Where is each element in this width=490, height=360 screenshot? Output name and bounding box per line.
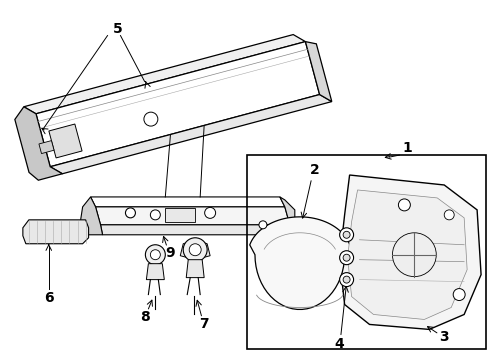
Polygon shape: [91, 197, 285, 207]
Circle shape: [205, 207, 216, 219]
Polygon shape: [147, 264, 164, 280]
Polygon shape: [180, 240, 210, 260]
Circle shape: [340, 273, 354, 287]
Circle shape: [343, 254, 350, 261]
Polygon shape: [23, 220, 89, 244]
Circle shape: [343, 276, 350, 283]
Text: 7: 7: [199, 318, 209, 332]
Text: 1: 1: [402, 141, 412, 155]
Circle shape: [340, 251, 354, 265]
Polygon shape: [81, 197, 102, 235]
Polygon shape: [96, 207, 290, 225]
Circle shape: [183, 238, 207, 262]
Circle shape: [150, 250, 160, 260]
Circle shape: [146, 245, 165, 265]
Circle shape: [259, 221, 267, 229]
Circle shape: [392, 233, 436, 276]
Polygon shape: [186, 260, 204, 278]
Circle shape: [144, 112, 158, 126]
Polygon shape: [50, 95, 332, 174]
Circle shape: [340, 228, 354, 242]
Polygon shape: [49, 124, 82, 158]
Text: 3: 3: [440, 330, 449, 345]
Bar: [247, 155, 486, 349]
Text: 5: 5: [113, 22, 122, 36]
Polygon shape: [36, 42, 319, 167]
Circle shape: [343, 231, 350, 238]
Circle shape: [398, 199, 410, 211]
Text: 9: 9: [166, 246, 175, 260]
Polygon shape: [24, 35, 305, 114]
Text: 2: 2: [310, 163, 319, 177]
Text: 4: 4: [335, 337, 344, 351]
Polygon shape: [347, 190, 467, 319]
Polygon shape: [100, 225, 292, 235]
Text: 8: 8: [141, 310, 150, 324]
Polygon shape: [39, 141, 54, 154]
Polygon shape: [280, 197, 295, 235]
Text: 6: 6: [44, 291, 53, 305]
Circle shape: [150, 210, 160, 220]
Circle shape: [453, 289, 465, 301]
Polygon shape: [15, 107, 62, 180]
Polygon shape: [305, 42, 332, 102]
Circle shape: [189, 244, 201, 256]
Polygon shape: [340, 175, 481, 329]
Polygon shape: [250, 217, 352, 309]
Circle shape: [444, 210, 454, 220]
Polygon shape: [165, 208, 195, 222]
Circle shape: [125, 208, 135, 218]
